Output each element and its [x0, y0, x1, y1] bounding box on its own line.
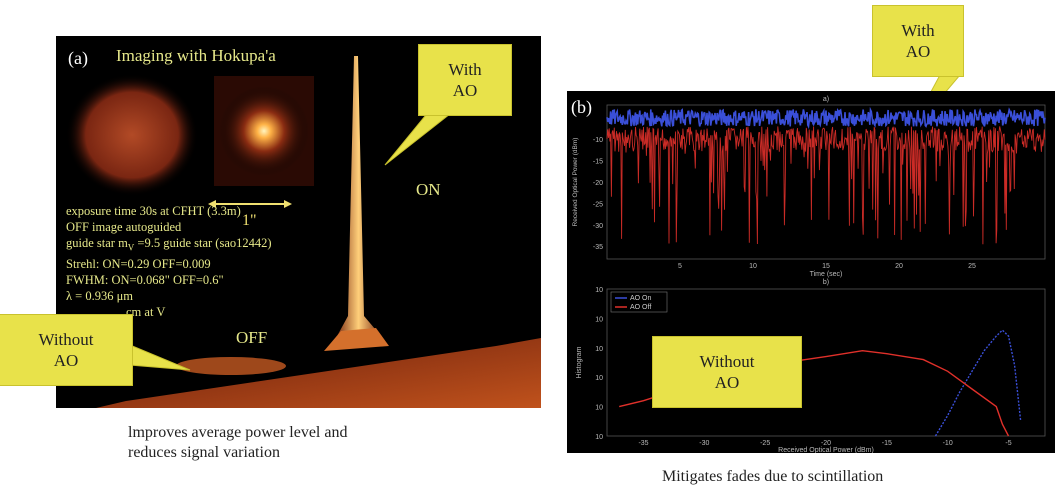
- plot-b-x-tick: -15: [882, 440, 892, 447]
- plot-a-y-tick: -20: [593, 180, 603, 187]
- plot-b-legend-label: AO On: [630, 295, 652, 302]
- plot-b-x-tick: -5: [1005, 440, 1011, 447]
- panel-b-svg: a) 5 10 15 20 25 -10 -15 -20 -25 -30 -35 Time (sec) R…: [567, 91, 1055, 453]
- plot-a-y-tick: -25: [593, 201, 603, 208]
- callout-without-ao-b: Without AO: [652, 336, 802, 408]
- plot-b-y-tick: 10: [595, 316, 603, 323]
- plot-b-xlabel: Received Optical Power (dBm): [778, 447, 874, 453]
- plot-b-ylabel: Histogram: [576, 346, 583, 378]
- caption-b: Mitigates fades due to scintillation: [662, 467, 883, 487]
- plot-b-x-tick: -25: [760, 440, 770, 447]
- callout-with-ao-b: With AO: [872, 5, 964, 77]
- callout-with-ao-a: With AO: [418, 44, 512, 116]
- pointer-with-ao-a: [385, 110, 455, 165]
- plot-b-x-tick: -20: [821, 440, 831, 447]
- plot-a-y-tick: -10: [593, 137, 603, 144]
- plot-a-y-tick: -35: [593, 244, 603, 251]
- plot-a-xlabel: Time (sec): [810, 271, 843, 278]
- plot-b-series-ao-on: [936, 330, 1021, 436]
- plot-b-y-tick: 10: [595, 346, 603, 353]
- plot-b-y-tick: 10: [595, 375, 603, 382]
- plot-a-y-tick: -30: [593, 223, 603, 230]
- plot-a-x-tick: 15: [822, 263, 830, 270]
- plot-a-x-tick: 5: [678, 263, 682, 270]
- plot-a-y-tick: -15: [593, 159, 603, 166]
- plot-a-series-ao-on: [607, 109, 1045, 126]
- plot-b-title: b): [823, 279, 829, 286]
- plot-b-y-tick: 10: [595, 405, 603, 412]
- plot-b-x-tick: -10: [943, 440, 953, 447]
- plot-b-legend-label: AO Off: [630, 304, 651, 311]
- pointer-without-ao-a: [130, 345, 190, 370]
- plot-a-x-tick: 25: [968, 263, 976, 270]
- plot-a-x-tick: 10: [749, 263, 757, 270]
- plot-b-y-tick: 10: [595, 287, 603, 294]
- panel-b-label: (b): [571, 97, 592, 118]
- plot-a-ylabel: Received Optical Power (dBm): [572, 138, 579, 227]
- plot-b-x-tick: -35: [638, 440, 648, 447]
- plot-b-y-tick: 10: [595, 434, 603, 441]
- callout-without-ao-a: Without AO: [0, 314, 133, 386]
- panel-b-chart: a) 5 10 15 20 25 -10 -15 -20 -25 -30 -35 Time (sec) R…: [567, 91, 1055, 453]
- caption-a: lmproves average power level and reduces…: [128, 423, 347, 463]
- plot-a-x-tick: 20: [895, 263, 903, 270]
- plot-a-title: a): [823, 96, 829, 103]
- plot-b-x-tick: -30: [699, 440, 709, 447]
- plot-a-series-ao-off: [607, 126, 1045, 244]
